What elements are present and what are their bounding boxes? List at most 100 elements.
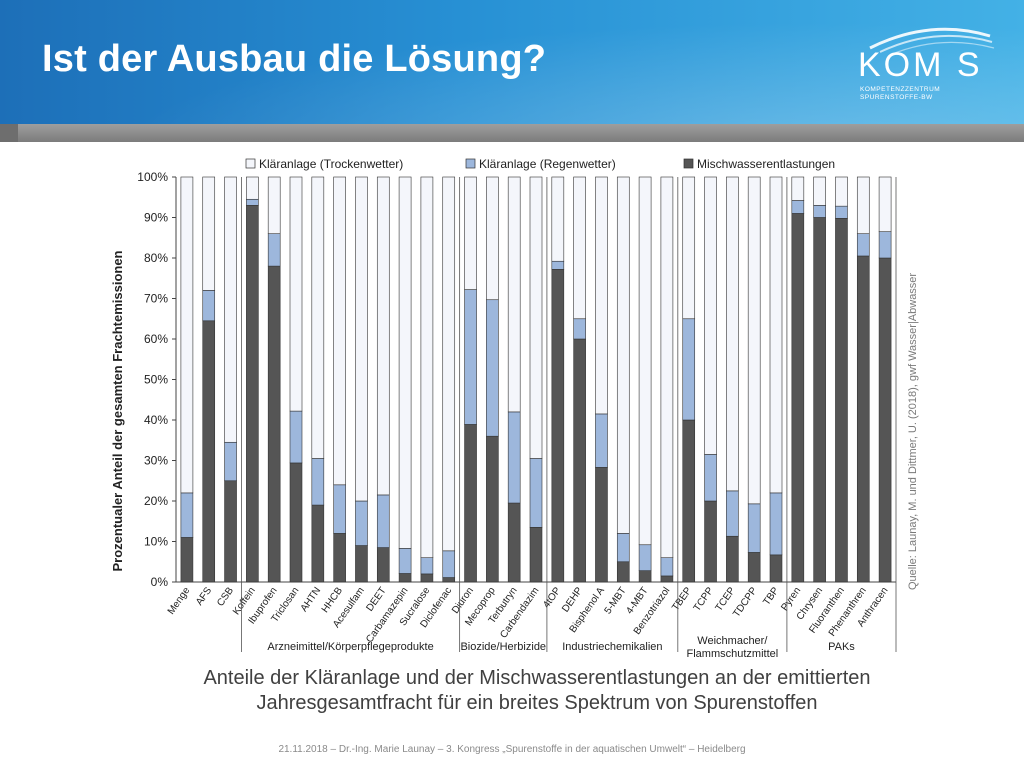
legend-swatch-1 [245, 158, 256, 169]
bar-1-1 [202, 176, 216, 291]
legend-label-2: Kläranlage (Regenwetter) [479, 157, 616, 171]
bar-1-20 [616, 176, 630, 534]
bar-3-27 [769, 554, 783, 583]
bar-1-0 [180, 176, 194, 494]
bar-3-19 [595, 467, 608, 583]
bar-1-11 [420, 176, 434, 559]
bar-2-22 [660, 557, 674, 577]
bar-3-8 [355, 545, 368, 583]
y-tick-label: 100% [137, 170, 168, 184]
x-tick-label: 5-MBT [603, 585, 629, 616]
y-tick-label: 50% [144, 373, 168, 387]
bar-2-19 [595, 413, 608, 468]
legend-swatch-3 [683, 158, 694, 169]
source-text: Quelle: Launay, M. und Dittmer, U. (2018… [907, 273, 919, 590]
bar-1-25 [726, 176, 739, 492]
bar-1-10 [398, 176, 412, 549]
group-label-3: Weichmacher/ [697, 635, 768, 647]
bar-3-11 [420, 573, 434, 583]
bar-3-18 [573, 338, 586, 583]
bar-3-29 [813, 217, 826, 583]
bar-3-3 [246, 205, 259, 583]
bar-1-26 [747, 176, 761, 505]
bar-1-7 [333, 176, 346, 486]
group-label-0: Arzneimittel/Körperpflegeprodukte [267, 641, 433, 653]
y-tick-label: 10% [144, 535, 168, 549]
bar-2-17 [551, 260, 565, 270]
bar-1-4 [267, 176, 281, 235]
caption-line2: Jahresgesamtfracht für ein breites Spekt… [256, 692, 818, 714]
bar-1-15 [507, 176, 521, 413]
bar-3-30 [835, 218, 848, 583]
x-tick-label: CSB [215, 585, 236, 608]
category-groups: Arzneimittel/Körperpflegeprodukte Biozide… [241, 177, 897, 660]
group-label-3: Flammschutzmittel [687, 648, 779, 660]
bar-3-10 [398, 573, 412, 583]
bar-1-31 [856, 176, 870, 235]
bar-1-27 [769, 176, 783, 494]
bar-2-26 [747, 503, 761, 553]
bar-3-14 [486, 435, 499, 583]
bar-3-21 [638, 570, 652, 583]
bar-3-16 [529, 527, 543, 583]
bar-1-2 [224, 176, 237, 443]
bar-3-20 [616, 561, 630, 583]
bar-3-0 [180, 537, 194, 583]
bar-2-31 [856, 233, 870, 257]
bar-1-8 [355, 176, 368, 502]
y-tick-label: 20% [144, 494, 168, 508]
bar-1-21 [638, 176, 652, 546]
bar-1-18 [573, 176, 586, 320]
bar-2-14 [486, 299, 499, 437]
legend-label-1: Kläranlage (Trockenwetter) [259, 157, 403, 171]
divider-accent [0, 124, 18, 142]
bar-1-12 [442, 176, 456, 552]
bar-3-5 [289, 462, 303, 583]
bar-1-24 [704, 176, 717, 455]
y-tick-label: 0% [151, 575, 169, 589]
bar-1-16 [529, 176, 543, 459]
bar-3-17 [551, 269, 565, 583]
bar-2-30 [835, 205, 848, 219]
bar-3-13 [464, 424, 477, 583]
slide-footer: 21.11.2018 – Dr.-Ing. Marie Launay – 3. … [278, 744, 746, 755]
bar-2-23 [682, 318, 696, 421]
bar-2-4 [267, 233, 281, 267]
bar-2-27 [769, 492, 783, 556]
bar-3-25 [726, 535, 739, 583]
bar-1-13 [464, 176, 477, 290]
bar-3-26 [747, 552, 761, 583]
bar-3-2 [224, 480, 237, 583]
bar-2-13 [464, 289, 477, 425]
y-tick-label: 30% [144, 454, 168, 468]
chart-container: Kläranlage (Trockenwetter) Kläranlage (Re… [106, 152, 902, 664]
header-shade [0, 0, 1024, 124]
y-tick-label: 70% [144, 292, 168, 306]
bar-2-16 [529, 458, 543, 528]
y-axis: 0% 10% 20% 30% 40% 50% 60% 70% 80% 90% 100% [137, 170, 896, 589]
bar-2-9 [376, 494, 390, 548]
y-tick-label: 90% [144, 211, 168, 225]
bar-1-6 [311, 176, 325, 459]
header-divider-bar [0, 124, 1024, 142]
x-axis-labels: Menge AFS CSBKoffeinIbuprofenTriclosanAHTN… [166, 585, 891, 645]
bar-2-20 [616, 533, 630, 563]
bar-2-29 [813, 205, 826, 218]
slide-title: Ist der Ausbau die Lösung? [42, 38, 547, 80]
group-label-4: PAKs [828, 641, 855, 653]
bar-1-9 [376, 176, 390, 496]
bar-1-17 [551, 176, 565, 262]
bar-3-23 [682, 419, 696, 583]
logo-subtitle-line1: KOMPETENZZENTRUM [860, 86, 941, 93]
caption-line1: Anteile der Kläranlage und der Mischwass… [203, 667, 871, 689]
bar-2-2 [224, 441, 237, 482]
bar-3-31 [856, 255, 870, 583]
bar-1-14 [486, 176, 499, 301]
bar-2-12 [442, 550, 456, 578]
bar-2-8 [355, 500, 368, 546]
bar-3-7 [333, 533, 346, 583]
logo-subtitle: KOMPETENZZENTRUM SPURENSTOFFE-BW [860, 86, 956, 102]
group-label-2: Industriechemikalien [562, 641, 662, 653]
legend-label-3: Mischwasserentlastungen [697, 157, 835, 171]
bar-1-23 [682, 176, 696, 320]
